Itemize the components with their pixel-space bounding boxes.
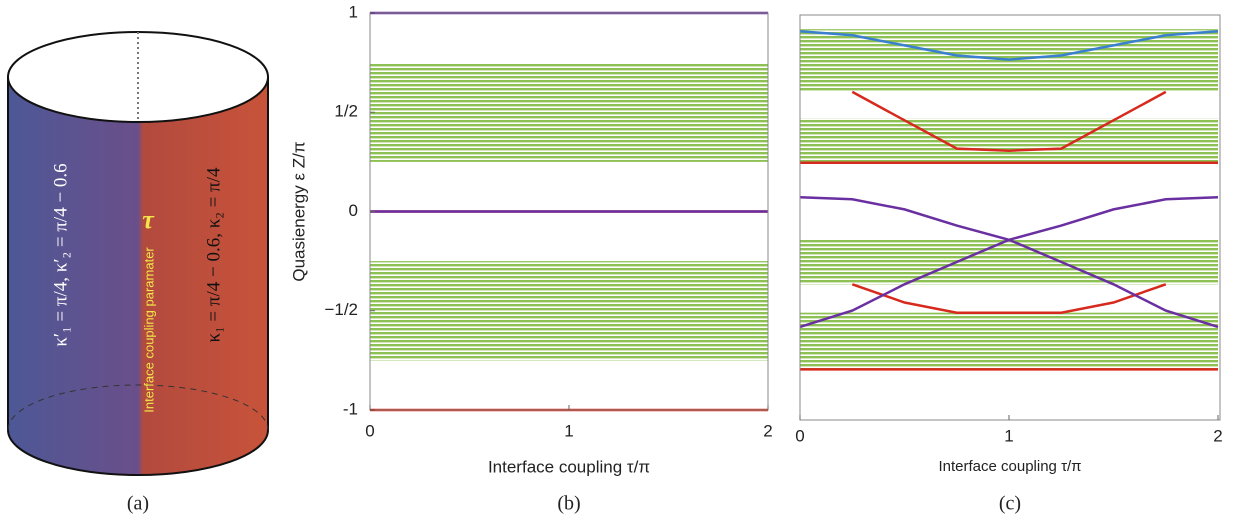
caption: (c) <box>999 493 1021 515</box>
right-params: κ₁ = π/4 − 0.6, κ₂ = π/4 <box>203 167 224 343</box>
interface-label: Interface coupling paramater <box>141 247 156 413</box>
series-line <box>799 29 1219 61</box>
cylinder-diagram: κ′₁ = π/4, κ′₂ = π/4 − 0.6 κ₁ = π/4 − 0.… <box>7 31 269 515</box>
plot-frame <box>799 14 1221 421</box>
series-line <box>851 90 1167 152</box>
x-axis-label: Interface coupling τ/π <box>938 458 1081 475</box>
x-axis-label: Interface coupling τ/π <box>488 457 650 476</box>
series-line <box>799 238 1219 329</box>
y-tick-label: 0 <box>349 201 358 220</box>
chart-panel: 0 1 2 Interface coupling τ/π (c) <box>795 14 1223 515</box>
x-tick-label: 0 <box>795 426 804 445</box>
x-tick-label: 1 <box>564 421 573 440</box>
band <box>370 62 768 162</box>
series-line <box>799 195 1219 242</box>
left-params: κ′₁ = π/4, κ′₂ = π/4 − 0.6 <box>50 163 71 346</box>
chart-panel: 0 1 2 1 1/2 0 −1/2 -1 Interface coupling τ/π Quas… <box>289 2 772 514</box>
x-tick-label: 2 <box>1213 426 1222 445</box>
caption: (b) <box>557 493 580 515</box>
band <box>800 312 1218 370</box>
y-axis-label: Quasienergy ε Z/π <box>289 141 308 281</box>
y-tick-label: -1 <box>343 399 358 418</box>
y-tick-label: 1 <box>349 2 358 21</box>
interface-symbol: τ <box>142 205 155 234</box>
x-tick-label: 1 <box>1004 426 1013 445</box>
band <box>370 261 768 361</box>
cylinder-hidden-edge <box>7 384 269 431</box>
caption: (a) <box>127 493 149 515</box>
y-tick-label: −1/2 <box>324 300 358 319</box>
x-tick-label: 2 <box>763 421 772 440</box>
band <box>800 118 1218 163</box>
band <box>800 239 1218 285</box>
x-tick-label: 0 <box>365 421 374 440</box>
y-tick-label: 1/2 <box>334 102 358 121</box>
cylinder-body <box>7 76 269 476</box>
series-line <box>851 283 1167 314</box>
